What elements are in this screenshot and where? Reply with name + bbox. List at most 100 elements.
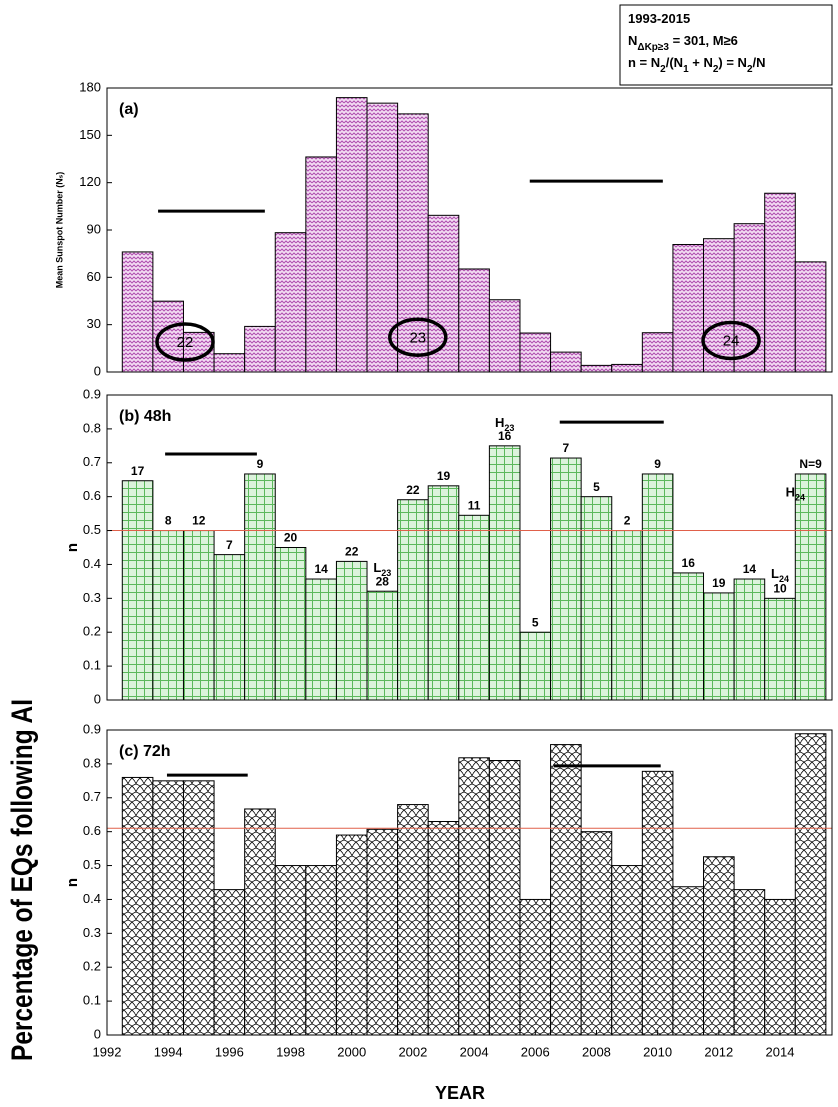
annotation-base: H: [786, 485, 795, 500]
cycle-label: 22: [177, 334, 194, 351]
bar: [427, 214, 460, 373]
y-tick-label: 180: [79, 79, 101, 94]
y-axis-label: Mean Sunspot Number (Nₛ): [54, 172, 64, 288]
bar: [550, 351, 582, 373]
bar: [794, 733, 827, 1036]
annotation: L23: [373, 561, 391, 579]
info-line: 1993-2015: [628, 11, 690, 26]
bar: [672, 886, 705, 1036]
x-tick-label: 2008: [582, 1044, 611, 1059]
annotation-base: L: [373, 561, 381, 576]
bar: [764, 192, 796, 373]
bar: [121, 480, 154, 701]
annotation-subscript: 24: [779, 574, 789, 584]
bar-count-label: 9: [257, 457, 264, 471]
bar-count-label: 2: [624, 514, 631, 528]
bar-count-label: 12: [192, 514, 206, 528]
bar: [427, 821, 460, 1036]
bar: [213, 353, 246, 373]
x-tick-label: 2002: [398, 1044, 427, 1059]
x-tick-label: 2004: [460, 1044, 489, 1059]
bar: [305, 578, 337, 701]
bar: [580, 496, 613, 701]
info-subscript: 2: [747, 64, 753, 75]
bar-count-label: 14: [314, 562, 328, 576]
panel-label: (b) 48h: [119, 408, 171, 425]
y-tick-label: 0.6: [83, 488, 101, 503]
y-tick-label: 0: [94, 1026, 101, 1041]
info-text: N: [628, 33, 637, 48]
bar: [794, 473, 827, 701]
annotation-base: L: [771, 566, 779, 581]
y-tick-label: 0.1: [83, 658, 101, 673]
bar: [305, 865, 337, 1036]
bar: [335, 560, 368, 701]
x-tick-label: 2014: [766, 1044, 795, 1059]
bar-count-label: 7: [226, 538, 233, 552]
bar-count-label: 14: [743, 562, 757, 576]
annotation-subscript: 23: [381, 569, 391, 579]
y-tick-label: 0.4: [83, 556, 101, 571]
bar: [519, 332, 552, 373]
bar: [764, 597, 796, 701]
info-text: /N: [753, 55, 766, 70]
bar-count-label: 17: [131, 464, 145, 478]
y-tick-label: 0.6: [83, 823, 101, 838]
bar: [366, 590, 399, 701]
y-tick-label: 0.9: [83, 721, 101, 736]
bar: [703, 856, 735, 1036]
bar: [550, 744, 582, 1036]
bar-count-label: 5: [593, 480, 600, 494]
bar: [488, 299, 521, 373]
bar: [427, 485, 460, 701]
info-line: n = N2/(N1 + N2) = N2/N: [628, 55, 766, 75]
y-tick-label: 150: [79, 127, 101, 142]
bar: [335, 834, 368, 1036]
bar: [641, 332, 674, 373]
bar: [550, 457, 582, 701]
y-tick-label: 120: [79, 174, 101, 189]
bar: [274, 232, 307, 373]
bar-count-label: 22: [345, 545, 359, 559]
bar: [488, 445, 521, 701]
bar: [458, 514, 490, 701]
x-tick-label: 2010: [643, 1044, 672, 1059]
annotation: H24: [786, 485, 805, 503]
bar-count-label: 8: [165, 514, 172, 528]
bar: [794, 261, 827, 373]
bar-count-label: 5: [532, 615, 539, 629]
bar: [611, 363, 643, 373]
y-tick-label: 0.1: [83, 993, 101, 1008]
bar: [641, 770, 674, 1036]
bar-count-label: 11: [468, 498, 481, 512]
x-tick-label: 2006: [521, 1044, 550, 1059]
bar: [274, 547, 307, 701]
y-tick-label: 0.9: [83, 386, 101, 401]
cycle-ellipse: [155, 322, 215, 362]
y-tick-label: 0: [94, 691, 101, 706]
bar: [244, 325, 276, 373]
bar: [152, 530, 184, 701]
bar-count-label: 19: [712, 576, 726, 590]
cycle-ellipse: [701, 320, 761, 361]
bar: [611, 865, 643, 1036]
bar: [733, 578, 766, 701]
bar: [764, 898, 796, 1036]
plot-frame: [106, 394, 833, 701]
y-tick-label: 0.7: [83, 789, 101, 804]
bar-count-label: 19: [437, 469, 451, 483]
y-tick-label: 0.3: [83, 925, 101, 940]
x-tick-label: 1994: [154, 1044, 183, 1059]
bar: [213, 554, 246, 701]
x-tick-label: 2000: [337, 1044, 366, 1059]
panel-label: (a): [119, 101, 139, 118]
bar-count-label: 9: [654, 457, 661, 471]
annotation-subscript: 23: [504, 424, 514, 434]
annotation-subscript: 24: [795, 493, 805, 503]
bar-count-label: 20: [284, 531, 298, 545]
bar: [519, 898, 552, 1036]
y-tick-label: 60: [87, 269, 101, 284]
bar-count-label: 16: [682, 556, 696, 570]
bar: [121, 251, 154, 373]
cycle-ellipse: [388, 317, 448, 358]
